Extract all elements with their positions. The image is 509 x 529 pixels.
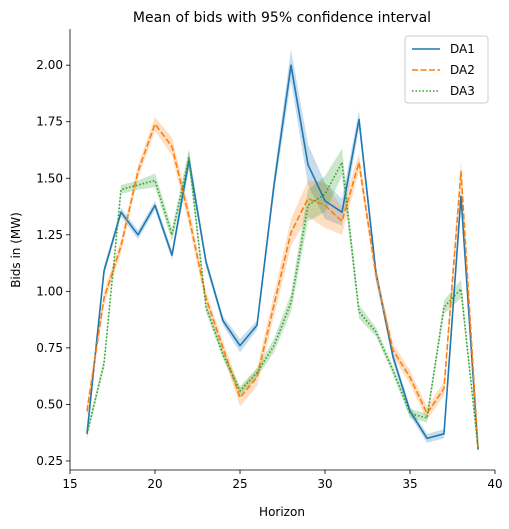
series-line-da3 xyxy=(86,157,479,448)
y-tick-label: 1.25 xyxy=(36,228,63,242)
y-ticks: 0.25 0.50 0.75 1.00 1.25 1.50 1.75 2.00 xyxy=(36,58,70,468)
confidence-bands xyxy=(87,49,478,452)
x-tick-label: 40 xyxy=(487,477,502,491)
legend-label-da2: DA2 xyxy=(450,63,475,77)
series-line-da1 xyxy=(86,64,479,450)
y-axis-label: Bids in (MW) xyxy=(9,212,23,288)
y-tick-label: 1.00 xyxy=(36,284,63,298)
legend: DA1 DA2 DA3 xyxy=(404,35,489,104)
series-line-da2 xyxy=(86,123,479,448)
legend-label-da3: DA3 xyxy=(450,84,475,98)
ci-band-da3 xyxy=(87,148,478,450)
x-ticks: 15 20 25 30 35 40 xyxy=(62,470,503,491)
axes xyxy=(69,29,495,471)
x-tick-label: 15 xyxy=(62,477,77,491)
series-lines xyxy=(86,64,479,450)
x-tick-label: 35 xyxy=(402,477,417,491)
x-tick-label: 25 xyxy=(232,477,247,491)
y-tick-label: 1.75 xyxy=(36,115,63,129)
x-axis-label: Horizon xyxy=(259,505,305,519)
legend-frame xyxy=(404,35,489,104)
chart-title: Mean of bids with 95% confidence interva… xyxy=(133,10,431,26)
ci-band-da2 xyxy=(87,117,478,450)
legend-label-da1: DA1 xyxy=(450,42,475,56)
y-tick-label: 1.50 xyxy=(36,171,63,185)
y-tick-label: 0.25 xyxy=(36,454,63,468)
y-tick-label: 0.75 xyxy=(36,341,63,355)
y-tick-label: 2.00 xyxy=(36,58,63,72)
x-tick-label: 30 xyxy=(317,477,332,491)
x-tick-label: 20 xyxy=(147,477,162,491)
y-tick-label: 0.50 xyxy=(36,397,63,411)
